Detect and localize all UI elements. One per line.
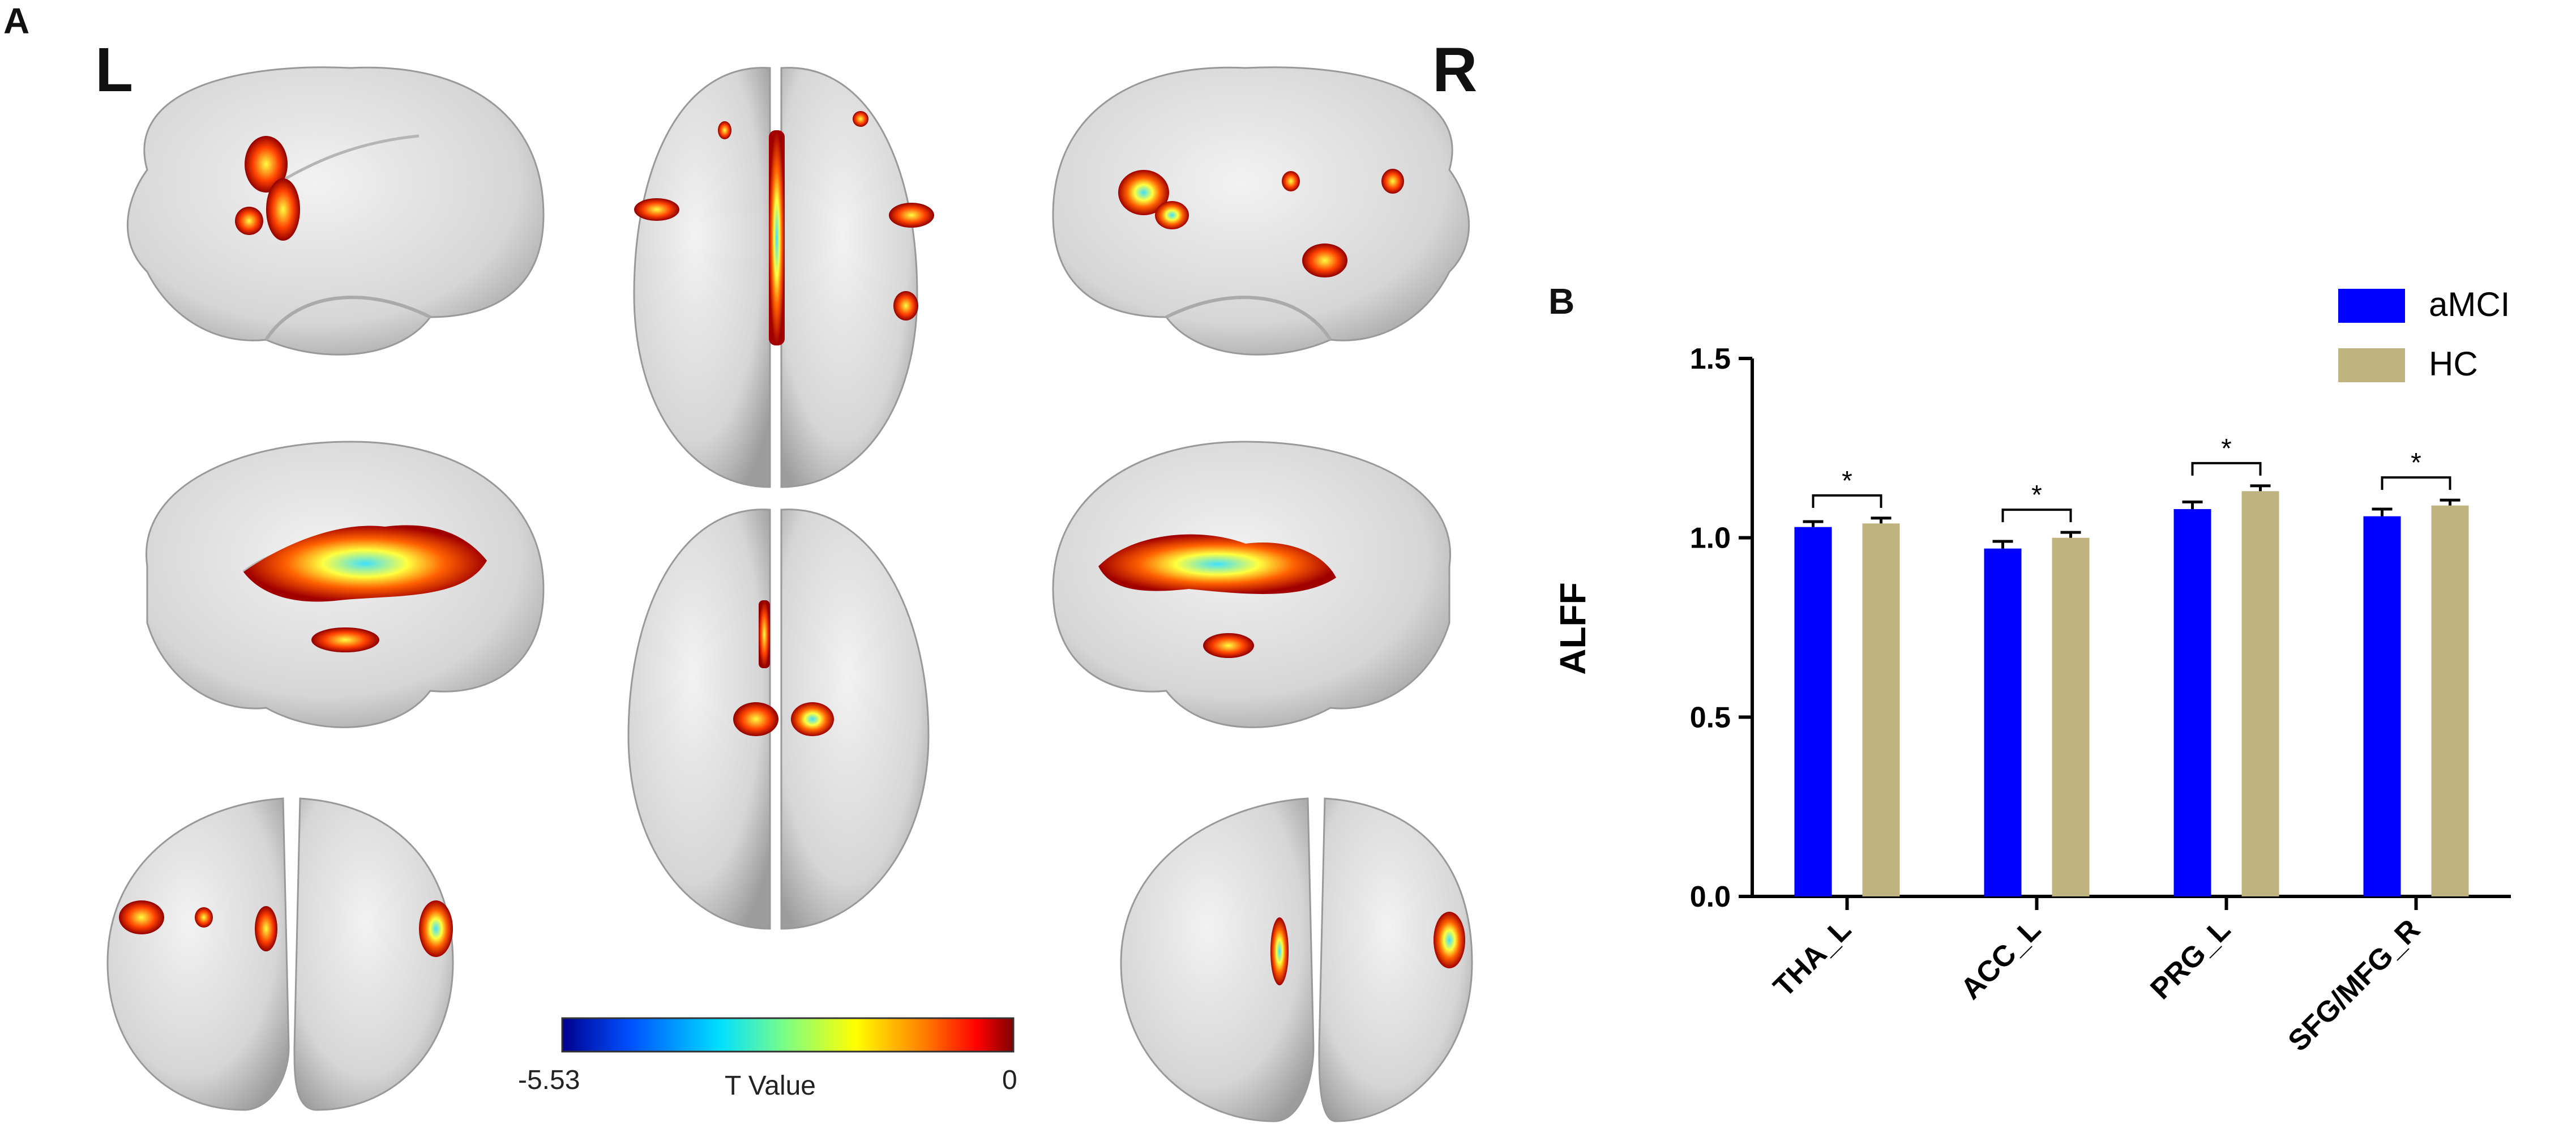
x-category-label: PRG_L [2144,913,2237,1006]
colorbar-max-label: 0 [1002,1065,1017,1095]
significance-marker: * [2031,480,2042,510]
brain-anterior-view [106,797,454,1111]
bar-aMCI [2363,516,2401,896]
y-tick-label: 0.5 [1690,701,1731,734]
significance-bracket [1812,494,1882,508]
significance-bracket [2191,462,2262,476]
x-category-label: SFG/MFG_R [2282,913,2427,1058]
brain-right-medial-view [1052,441,1451,728]
t-value-colorbar [561,1017,1015,1053]
significance-marker: * [2411,448,2421,478]
brain-posterior-view [1120,797,1473,1122]
legend-label-aMCI: aMCI [2429,285,2510,323]
bar-HC [2431,505,2469,896]
y-tick-label: 1.5 [1690,343,1731,375]
brain-right-lateral-view [1052,66,1470,356]
x-category-label: ACC_L [1954,913,2047,1006]
brain-inferior-view [627,509,930,930]
right-hemisphere-label: R [1432,35,1478,105]
bar-HC [1862,523,1900,896]
brain-superior-view [633,67,934,488]
y-tick-label: 1.0 [1690,522,1731,555]
y-axis-label: ALFF [1552,582,1593,675]
legend-swatch-HC [2338,348,2405,382]
brain-renderings [106,66,1473,1122]
panel-a-label: A [3,1,30,41]
left-hemisphere-label: L [95,35,134,105]
bar-aMCI [2173,509,2211,896]
significance-bracket [2001,509,2072,523]
x-category-label: THA_L [1767,913,1857,1003]
bar-HC [2052,537,2090,896]
colorbar-min-label: -5.53 [518,1065,580,1095]
significance-marker: * [2221,434,2232,464]
brain-left-medial-view [146,441,545,728]
colorbar-title: T Value [725,1071,816,1101]
bar-aMCI [1984,548,2022,896]
bar-HC [2241,491,2279,896]
y-tick-label: 0.0 [1690,881,1731,913]
legend-swatch-aMCI [2338,289,2405,323]
panel-b-label: B [1548,281,1575,322]
brain-left-lateral-view [126,66,545,356]
significance-bracket [2381,476,2451,490]
significance-marker: * [1842,466,1852,496]
legend-label-HC: HC [2429,345,2478,383]
bar-aMCI [1794,527,1832,896]
